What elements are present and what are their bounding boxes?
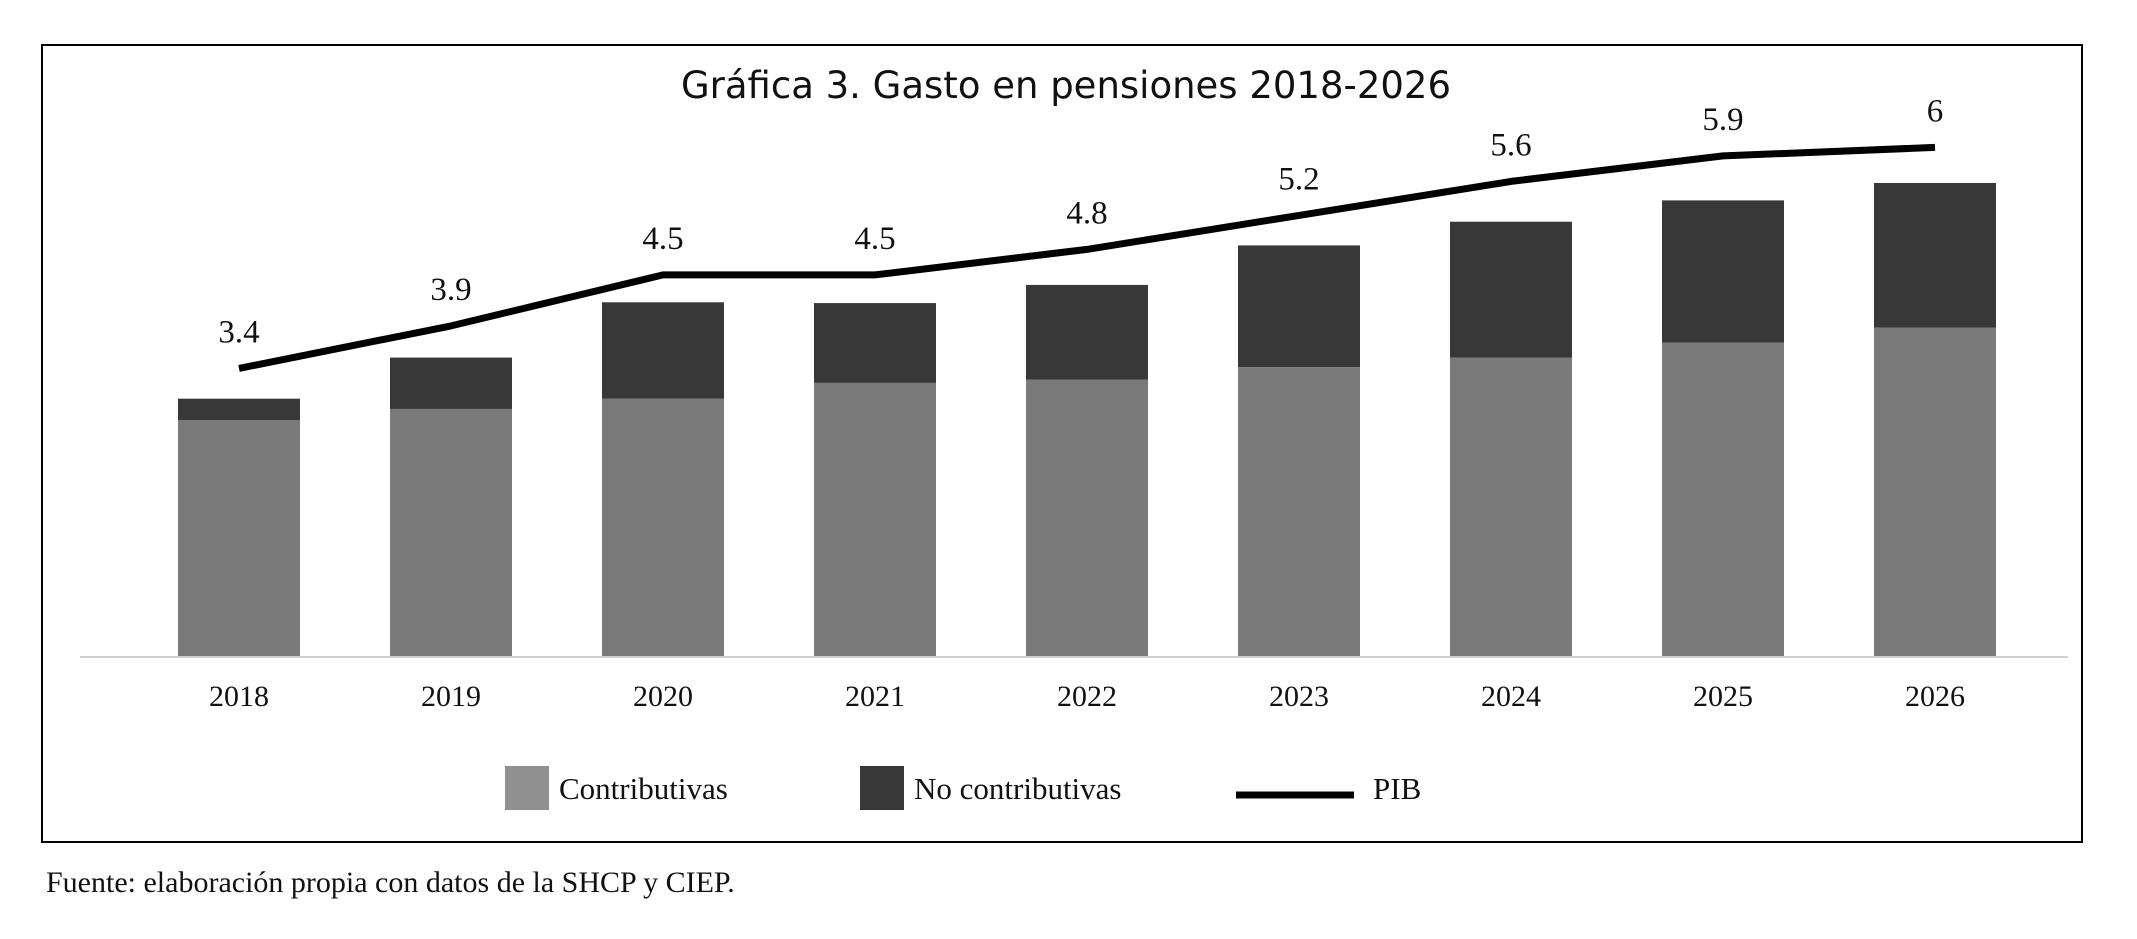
legend-label: No contributivas: [914, 771, 1122, 806]
pib-data-label: 5.9: [1702, 102, 1743, 138]
pib-data-label: 5.2: [1278, 161, 1319, 197]
legend-swatch: [505, 766, 549, 810]
x-tick-label: 2021: [845, 680, 905, 713]
pib-data-label: 6: [1927, 93, 1944, 129]
bars-layer: [178, 183, 1996, 657]
bar-contributivas-2022: [1026, 379, 1148, 657]
data-label-layer: 3.4 3.9 4.5 4.5 4.8 5.2 5.6 5.9 6: [218, 93, 1943, 350]
pib-data-label: 4.5: [854, 221, 895, 257]
bar-no-contributivas-2024: [1450, 221, 1572, 358]
chart-title: Gráfica 3. Gasto en pensiones 2018-2026: [681, 64, 1451, 107]
bar-contributivas-2019: [390, 408, 512, 657]
source-note: Fuente: elaboración propia con datos de …: [46, 866, 735, 899]
x-tick-label: 2020: [633, 680, 693, 713]
x-tick-label: 2026: [1905, 680, 1965, 713]
bar-contributivas-2021: [814, 382, 936, 657]
bar-contributivas-2024: [1450, 357, 1572, 657]
pib-data-label: 5.6: [1490, 127, 1531, 163]
legend-label: PIB: [1373, 771, 1421, 806]
bar-contributivas-2020: [602, 398, 724, 657]
pib-data-label: 4.8: [1066, 195, 1107, 231]
bar-no-contributivas-2025: [1662, 200, 1784, 343]
x-tick-label: 2018: [209, 680, 269, 713]
legend-label: Contributivas: [559, 771, 728, 806]
x-tick-label: 2023: [1269, 680, 1329, 713]
x-tick-layer: 2018 2019 2020 2021 2022 2023 2024 2025 2026: [209, 680, 1965, 713]
x-tick-label: 2019: [421, 680, 481, 713]
bar-contributivas-2026: [1874, 327, 1996, 657]
bar-no-contributivas-2026: [1874, 183, 1996, 328]
legend-item-contributivas: Contributivas: [505, 766, 728, 810]
pib-data-label: 3.9: [430, 272, 471, 308]
legend-item-pib: PIB: [1236, 771, 1421, 806]
pib-data-label: 4.5: [642, 221, 683, 257]
x-tick-label: 2024: [1481, 680, 1541, 713]
x-tick-label: 2022: [1057, 680, 1117, 713]
bar-contributivas-2023: [1238, 367, 1360, 657]
pib-line-layer: [238, 143, 1936, 372]
pib-data-label: 3.4: [218, 314, 259, 350]
legend: Contributivas No contributivas PIB: [505, 766, 1421, 810]
bar-contributivas-2025: [1662, 342, 1784, 657]
bar-contributivas-2018: [178, 420, 300, 657]
x-tick-label: 2025: [1693, 680, 1753, 713]
bar-no-contributivas-2021: [814, 303, 936, 383]
legend-item-no-contributivas: No contributivas: [860, 766, 1122, 810]
legend-swatch: [860, 766, 904, 810]
pib-line: [238, 143, 1936, 372]
bar-no-contributivas-2020: [602, 302, 724, 399]
bar-no-contributivas-2023: [1238, 245, 1360, 368]
bar-no-contributivas-2019: [390, 357, 512, 409]
bar-no-contributivas-2022: [1026, 284, 1148, 380]
bar-no-contributivas-2018: [178, 398, 300, 420]
